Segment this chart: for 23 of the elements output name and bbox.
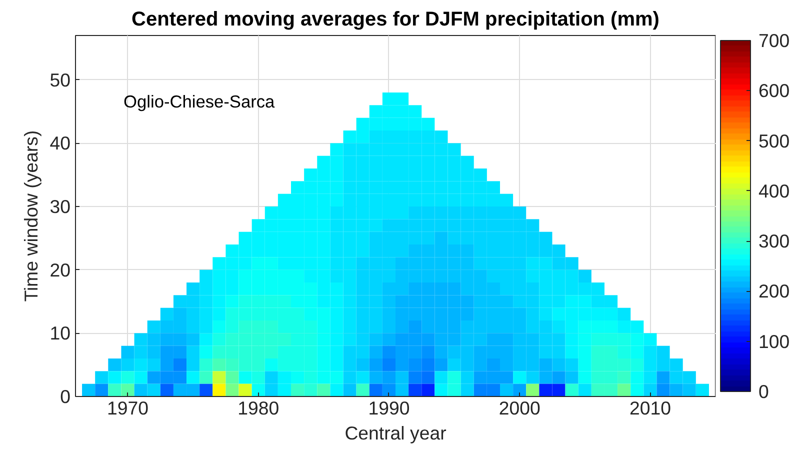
color-bar-label: 700 bbox=[758, 30, 790, 51]
color-bar-label: 100 bbox=[758, 330, 790, 352]
x-axis-title: Central year bbox=[344, 422, 446, 444]
y-tick-label: 50 bbox=[50, 69, 71, 90]
y-axis-title: Time window (years) bbox=[20, 130, 42, 302]
color-bar-label: 500 bbox=[758, 130, 790, 152]
x-tick-label: 2010 bbox=[629, 398, 671, 418]
x-tick-label: 1990 bbox=[368, 398, 410, 418]
chart-title: Centered moving averages for DJFM precipitation (mm) bbox=[132, 8, 660, 30]
y-tick-label: 30 bbox=[50, 196, 71, 217]
y-tick-label: 0 bbox=[60, 386, 71, 407]
color-bar-label: 200 bbox=[758, 280, 790, 302]
color-bar-label: 300 bbox=[758, 230, 790, 252]
y-tick-label: 40 bbox=[50, 132, 71, 154]
y-tick-label: 20 bbox=[50, 259, 71, 280]
color-bar-label: 0 bbox=[758, 381, 769, 402]
y-tick-label: 10 bbox=[50, 322, 71, 344]
x-tick-label: 2000 bbox=[498, 398, 540, 418]
color-bar-label: 400 bbox=[758, 180, 790, 202]
x-tick-label: 1980 bbox=[238, 398, 280, 418]
x-tick-label: 1970 bbox=[106, 398, 149, 418]
annotation: Oglio-Chiese-Sarca bbox=[124, 92, 276, 112]
color-bar-label: 600 bbox=[758, 80, 790, 102]
